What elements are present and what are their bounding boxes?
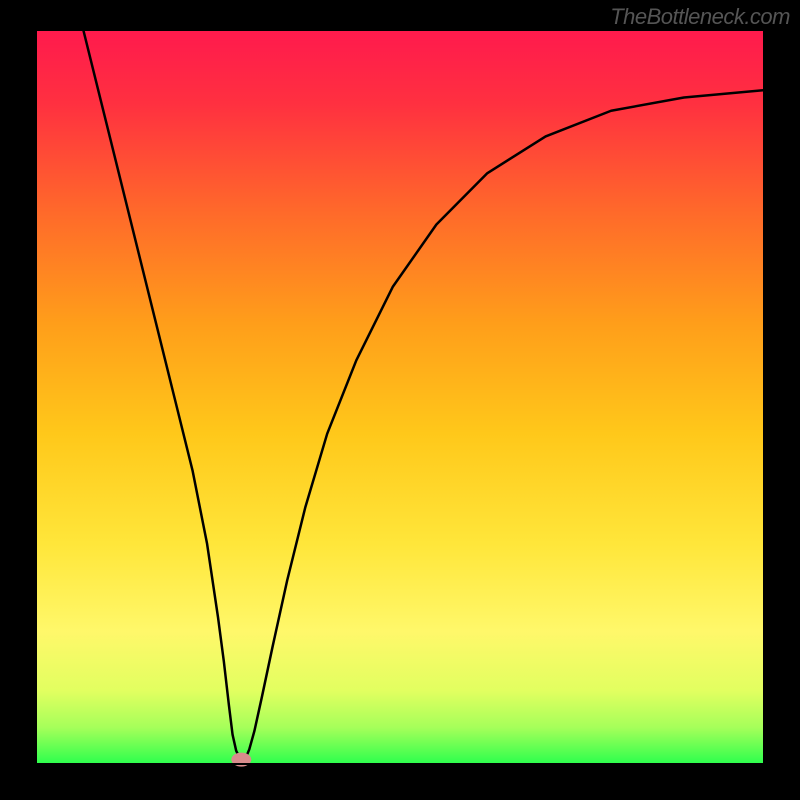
plot-background	[36, 30, 764, 764]
bottleneck-chart	[0, 0, 800, 800]
attribution-text: TheBottleneck.com	[610, 4, 790, 30]
